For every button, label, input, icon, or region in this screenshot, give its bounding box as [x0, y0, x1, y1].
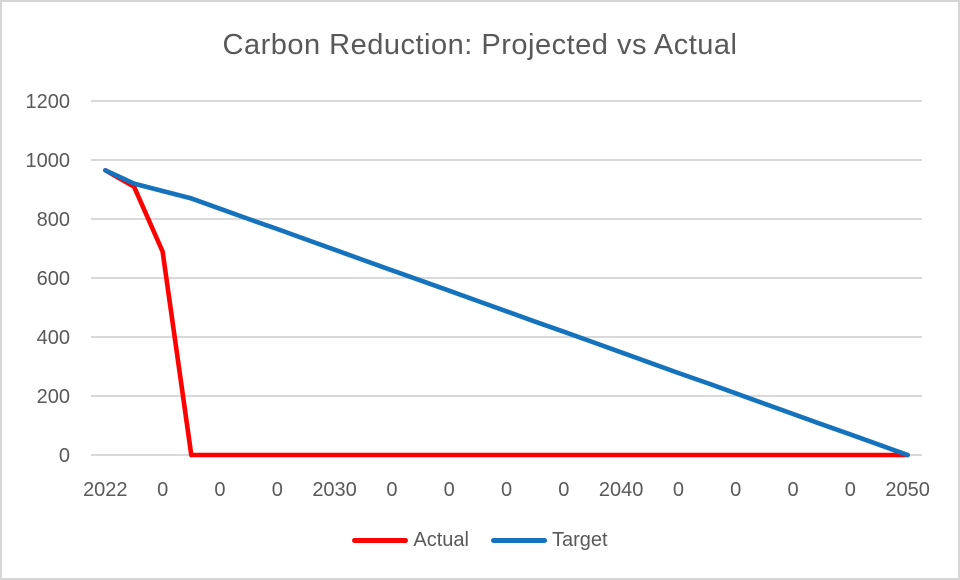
y-axis-tick-label: 400 — [37, 327, 70, 349]
legend-item-actual: Actual — [352, 529, 469, 552]
legend-item-target: Target — [491, 529, 608, 552]
x-axis-tick-label: 0 — [272, 479, 283, 501]
x-axis-tick-label: 0 — [386, 479, 397, 501]
actual-series-line — [103, 168, 911, 458]
y-axis-tick-label: 200 — [37, 386, 70, 408]
target-series-line — [103, 168, 911, 458]
legend: Actual Target — [2, 529, 958, 552]
y-axis-tick-label: 0 — [59, 445, 70, 467]
x-axis-tick-label: 2030 — [312, 479, 357, 501]
y-axis-tick-label: 600 — [37, 268, 70, 290]
x-axis-tick-label: 0 — [787, 479, 798, 501]
x-axis-tick-label: 0 — [214, 479, 225, 501]
x-axis-tick-label: 0 — [157, 479, 168, 501]
x-axis-tick-label: 0 — [444, 479, 455, 501]
legend-swatch-target-icon — [491, 538, 547, 543]
y-axis-tick-label: 1200 — [26, 91, 71, 113]
chart-title: Carbon Reduction: Projected vs Actual — [222, 29, 738, 61]
x-axis-tick-label: 2050 — [885, 479, 930, 501]
x-axis-tick-label: 2040 — [599, 479, 644, 501]
x-axis-tick-label: 0 — [730, 479, 741, 501]
x-axis-tick-label: 0 — [558, 479, 569, 501]
x-axis-tick-label: 2022 — [83, 479, 128, 501]
y-axis-tick-label: 1000 — [26, 150, 71, 172]
x-axis-tick-label: 0 — [673, 479, 684, 501]
y-axis-tick-label: 800 — [37, 209, 70, 231]
x-axis-tick-label: 0 — [501, 479, 512, 501]
legend-label-target: Target — [552, 529, 608, 551]
x-axis-tick-label: 0 — [845, 479, 856, 501]
legend-label-actual: Actual — [413, 529, 469, 551]
legend-swatch-actual-icon — [352, 538, 409, 543]
